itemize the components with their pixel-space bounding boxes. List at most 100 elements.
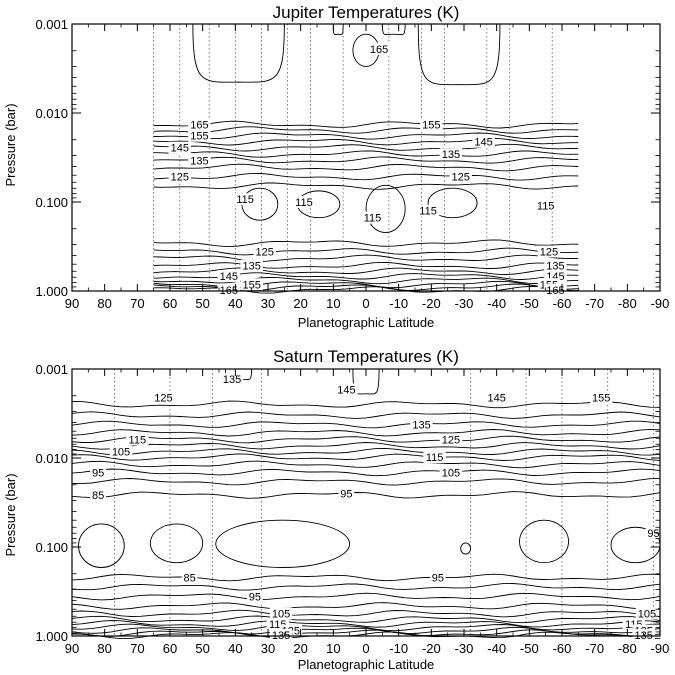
contour-line (71, 592, 661, 601)
contour-label-background (269, 629, 293, 642)
contour-line (71, 460, 661, 469)
saturn-y-axis-label: Pressure (bar) (3, 473, 18, 556)
contour-line (153, 120, 579, 129)
contour-label: 135 (223, 374, 241, 386)
contour-label-background (188, 129, 211, 142)
contour-label-background (168, 170, 191, 183)
closed-contour (460, 542, 471, 555)
contour-label-background (181, 571, 198, 584)
contour-label-background (367, 42, 391, 55)
contour-label-background (335, 383, 358, 396)
contour-label: 125 (442, 435, 460, 447)
contour-label-background (534, 199, 557, 212)
x-tick-label: 30 (261, 641, 275, 656)
contour-label: 105 (112, 447, 130, 459)
contour-label: 125 (171, 172, 189, 184)
contour-line (153, 132, 579, 140)
contour-line (153, 254, 579, 262)
contour-label-background (439, 433, 463, 446)
contour-label-background (152, 391, 175, 404)
contour-label: 165 (370, 44, 388, 56)
contour-label-background (472, 135, 495, 148)
contour-line (153, 172, 579, 181)
y-tick-label: 0.100 (35, 195, 68, 210)
closed-contour (427, 187, 478, 219)
contour-label-background (220, 373, 244, 386)
contour-label: 155 (422, 120, 440, 132)
contour-line (71, 477, 661, 486)
x-tick-label: -20 (422, 296, 441, 311)
x-tick-label: -80 (618, 641, 637, 656)
jupiter-title: Jupiter Temperatures (K) (273, 3, 460, 22)
x-tick-label: 50 (195, 296, 209, 311)
jupiter-panel: Jupiter Temperatures (K) Planetographic … (3, 3, 669, 330)
contour-label: 145 (171, 143, 189, 155)
contour-label: 135 (412, 419, 430, 431)
contour-label-background (188, 118, 211, 131)
jupiter-x-axis-label: Planetographic Latitude (298, 315, 435, 330)
contour-label: 125 (154, 393, 172, 405)
contour-label-background (240, 278, 263, 291)
contour-label: 115 (295, 197, 313, 209)
contour-label-background (439, 466, 463, 479)
x-tick-label: -90 (651, 296, 670, 311)
contour-line (71, 583, 661, 591)
contour-label-background (90, 466, 106, 479)
contour-label: 115 (236, 194, 254, 206)
contour-line (71, 420, 661, 429)
contour-label: 85 (183, 572, 195, 584)
contour-label: 115 (537, 201, 555, 213)
contour-label-background (247, 590, 263, 603)
contour-line (153, 163, 579, 172)
contour-line (153, 156, 579, 164)
contour-label-background (168, 141, 191, 154)
contour-label-background (537, 245, 561, 258)
contour-label: 165 (190, 120, 208, 132)
contour-label: 155 (242, 279, 260, 291)
contour-line (71, 491, 661, 499)
contour-label-background (109, 445, 133, 458)
contour-label-background (217, 270, 240, 283)
x-tick-label: 60 (163, 641, 177, 656)
contour-label: 95 (432, 572, 444, 584)
contour-line (71, 573, 661, 582)
contour-line (153, 276, 579, 285)
x-tick-label: 0 (362, 641, 369, 656)
saturn-panel: Saturn Temperatures (K) Planetographic L… (3, 347, 669, 672)
contour-label-background (544, 283, 567, 296)
x-tick-label: 20 (293, 296, 307, 311)
x-tick-label: -90 (651, 641, 670, 656)
contour-label-background (338, 487, 355, 500)
contour-label: 115 (426, 452, 444, 464)
contour-label-background (439, 148, 463, 161)
contour-line (153, 182, 579, 190)
x-tick-label: -30 (455, 296, 474, 311)
contour-label: 125 (256, 247, 274, 259)
contour-line (71, 620, 661, 628)
contour-label: 135 (242, 261, 260, 273)
jupiter-y-axis-label: Pressure (bar) (3, 103, 18, 186)
contour-lobe (332, 23, 344, 36)
contour-label: 95 (92, 467, 104, 479)
contour-label: 145 (337, 385, 355, 397)
contour-line (71, 609, 661, 618)
y-tick-label: 0.010 (35, 451, 68, 466)
contour-label: 105 (272, 609, 290, 621)
contour-label-background (430, 571, 446, 584)
x-tick-label: 0 (362, 296, 369, 311)
y-tick-label: 0.100 (35, 540, 68, 555)
contour-line (71, 602, 661, 610)
x-tick-label: -40 (487, 641, 506, 656)
contour-lobe (192, 23, 285, 83)
plot-frame (71, 23, 661, 292)
closed-contour (365, 184, 406, 233)
contour-label: 135 (546, 261, 564, 273)
x-tick-label: 30 (261, 296, 275, 311)
contour-label: 145 (220, 271, 238, 283)
contour-line (71, 428, 661, 437)
contour-label-background (90, 488, 106, 501)
x-tick-label: -20 (422, 641, 441, 656)
contour-line (153, 143, 579, 152)
x-tick-label: -40 (487, 296, 506, 311)
